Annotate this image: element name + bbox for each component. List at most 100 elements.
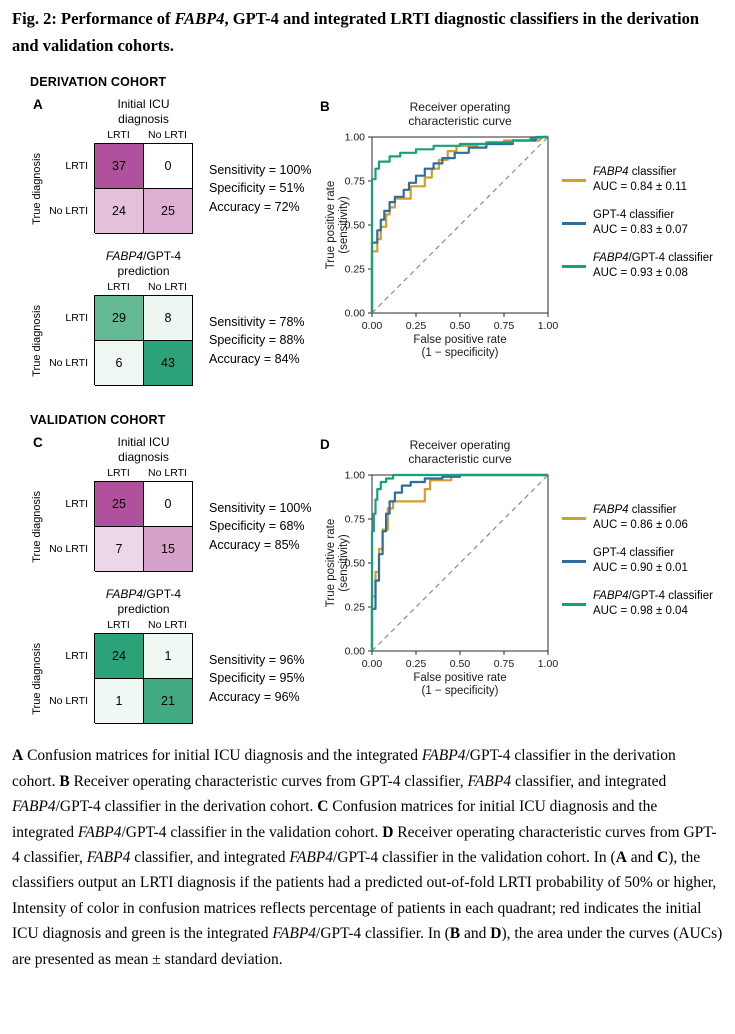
text-segment: and bbox=[626, 849, 658, 867]
matrix-stats: Sensitivity = 78% Specificity = 88% Accu… bbox=[193, 313, 320, 367]
roc-legend-validation: FABP4 classifier AUC = 0.86 ± 0.06 GPT-4 c… bbox=[562, 503, 713, 619]
matrix-column-labels: LRTI No LRTI bbox=[94, 129, 193, 143]
confusion-matrix-fabp4gpt4-validation: FABP4/GPT-4 prediction LRTI No LRTI True… bbox=[30, 587, 320, 725]
confusion-matrix-fabp4gpt4-derivation: FABP4/GPT-4 prediction LRTI No LRTI True… bbox=[30, 249, 320, 387]
roc-x-tick-label: 0.00 bbox=[362, 658, 383, 670]
legend-line-swatch bbox=[562, 516, 586, 520]
matrix-cell-fp: 1 bbox=[95, 679, 144, 725]
matrix-cell-tp: 25 bbox=[95, 482, 144, 528]
text-segment: C bbox=[317, 798, 329, 816]
matrix-cell-tn: 25 bbox=[144, 189, 193, 235]
roc-y-axis-label: True positive rate bbox=[325, 519, 337, 607]
matrix-grid: 25 0 7 15 bbox=[94, 481, 193, 573]
specificity-value: Specificity = 88% bbox=[209, 333, 305, 348]
row-label-no-lrti: No LRTI bbox=[49, 356, 88, 369]
text-segment: , GPT-4 and integrated LRTI diagnostic c… bbox=[12, 9, 700, 55]
text-segment: B bbox=[59, 772, 70, 790]
roc-legend-item: GPT-4 classifier AUC = 0.90 ± 0.01 bbox=[562, 546, 713, 576]
legend-line-swatch bbox=[562, 178, 586, 182]
text-segment: B bbox=[449, 925, 461, 943]
confusion-matrix-icu-derivation: Initial ICU diagnosis LRTI No LRTI True … bbox=[30, 97, 320, 235]
matrix-cell-tn: 15 bbox=[144, 527, 193, 573]
roc-y-tick-label: 0.75 bbox=[345, 176, 366, 188]
matrix-cell-tn: 21 bbox=[144, 679, 193, 725]
validation-cohort-heading: VALIDATION COHORT bbox=[30, 413, 166, 428]
text-segment: FABP4 bbox=[77, 823, 122, 841]
matrix-stats: Sensitivity = 96% Specificity = 95% Accu… bbox=[193, 651, 320, 705]
matrix-y-axis-label: True diagnosis bbox=[31, 642, 43, 715]
col-label-lrti: LRTI bbox=[107, 281, 130, 294]
roc-y-tick-label: 0.25 bbox=[345, 264, 366, 276]
figure-caption: A Confusion matrices for initial ICU dia… bbox=[12, 743, 723, 972]
sensitivity-value: Sensitivity = 100% bbox=[209, 163, 312, 178]
panel-label-a: A bbox=[33, 97, 43, 113]
matrix-grid: 24 1 1 21 bbox=[94, 633, 193, 725]
sensitivity-value: Sensitivity = 78% bbox=[209, 315, 305, 330]
confusion-matrix-icu-validation: Initial ICU diagnosis LRTI No LRTI True … bbox=[30, 435, 320, 573]
legend-label: FABP4 classifier AUC = 0.84 ± 0.11 bbox=[593, 166, 687, 194]
roc-x-axis-label: (1 − specificity) bbox=[421, 685, 498, 697]
accuracy-value: Accuracy = 85% bbox=[209, 537, 300, 552]
roc-y-tick-label: 0.50 bbox=[345, 220, 366, 232]
text-segment: ), the area under the curves (AUCs) are … bbox=[12, 925, 723, 968]
roc-legend-item: FABP4 classifier AUC = 0.86 ± 0.06 bbox=[562, 503, 713, 533]
roc-y-axis-label: True positive rate bbox=[325, 181, 337, 269]
text-segment: Fig. 2: Performance of bbox=[12, 9, 175, 28]
matrix-cell-fp: 6 bbox=[95, 341, 144, 387]
matrix-stats: Sensitivity = 100% Specificity = 51% Acc… bbox=[193, 161, 320, 215]
accuracy-value: Accuracy = 84% bbox=[209, 351, 300, 366]
roc-legend-item: GPT-4 classifier AUC = 0.83 ± 0.07 bbox=[562, 208, 713, 238]
roc-x-tick-label: 0.25 bbox=[406, 658, 427, 670]
matrix-column-labels: LRTI No LRTI bbox=[94, 281, 193, 295]
roc-curve-3 bbox=[370, 136, 548, 314]
roc-curve-1 bbox=[370, 474, 548, 652]
col-label-no-lrti: No LRTI bbox=[148, 281, 187, 294]
legend-line-swatch bbox=[562, 559, 586, 563]
validation-cohort-section: VALIDATION COHORT C Initial ICU diagnosi… bbox=[12, 413, 723, 725]
roc-curve-3 bbox=[370, 474, 548, 652]
legend-label: FABP4/GPT-4 classifier AUC = 0.93 ± 0.08 bbox=[593, 252, 713, 280]
roc-title: Receiver operating bbox=[410, 438, 511, 452]
specificity-value: Specificity = 51% bbox=[209, 181, 305, 196]
sensitivity-value: Sensitivity = 96% bbox=[209, 653, 305, 668]
matrix-title: FABP4/GPT-4 prediction bbox=[94, 587, 193, 617]
panel-label-d: D bbox=[320, 437, 330, 453]
matrix-cell-fn: 8 bbox=[144, 296, 193, 342]
text-segment: FABP4 bbox=[86, 849, 131, 867]
col-label-lrti: LRTI bbox=[107, 129, 130, 142]
roc-chance-diagonal bbox=[371, 475, 549, 652]
matrix-grid: 37 0 24 25 bbox=[94, 143, 193, 235]
text-segment: Initial ICU diagnosis bbox=[117, 435, 170, 465]
row-label-no-lrti: No LRTI bbox=[49, 204, 88, 217]
text-segment: /GPT-4 prediction bbox=[117, 249, 182, 279]
row-label-lrti: LRTI bbox=[65, 497, 88, 510]
text-segment: /GPT-4 classifier. In ( bbox=[316, 925, 450, 943]
roc-y-tick-label: 0.25 bbox=[345, 602, 366, 614]
derivation-matrices-panel: A Initial ICU diagnosis LRTI No LRTI Tru… bbox=[12, 97, 320, 387]
col-label-no-lrti: No LRTI bbox=[148, 619, 187, 632]
text-segment: FABP4 bbox=[12, 798, 56, 816]
text-segment: FABP4 bbox=[105, 249, 144, 264]
matrix-title: Initial ICU diagnosis bbox=[94, 97, 193, 127]
text-segment: classifier, and integrated bbox=[130, 849, 290, 867]
sensitivity-value: Sensitivity = 100% bbox=[209, 501, 312, 516]
text-segment: ), the classifiers output an LRTI diagno… bbox=[12, 849, 717, 943]
col-label-lrti: LRTI bbox=[107, 467, 130, 480]
text-segment: and bbox=[460, 925, 491, 943]
roc-x-tick-label: 1.00 bbox=[538, 658, 559, 670]
derivation-roc-panel: B Receiver operating characteristic curve… bbox=[320, 97, 723, 385]
roc-curve-2 bbox=[370, 474, 548, 652]
roc-legend-item: FABP4 classifier AUC = 0.84 ± 0.11 bbox=[562, 165, 713, 195]
matrix-y-axis-label: True diagnosis bbox=[31, 304, 43, 377]
matrix-column-labels: LRTI No LRTI bbox=[94, 467, 193, 481]
matrix-cell-fn: 0 bbox=[144, 482, 193, 528]
text-segment: FABP4 bbox=[421, 747, 466, 765]
roc-y-axis-label: (sensitivity) bbox=[338, 535, 350, 593]
roc-x-tick-label: 0.25 bbox=[406, 320, 427, 332]
matrix-column-labels: LRTI No LRTI bbox=[94, 619, 193, 633]
roc-curve-2 bbox=[370, 136, 548, 314]
matrix-cell-tn: 43 bbox=[144, 341, 193, 387]
text-segment: /GPT-4 prediction bbox=[117, 587, 182, 617]
